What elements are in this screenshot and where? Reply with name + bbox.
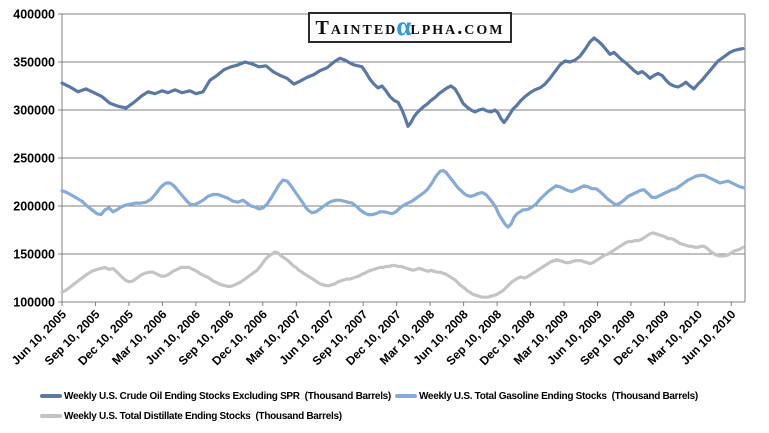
y-tick-label: 350000: [13, 56, 55, 70]
legend-row-1: Weekly U.S. Crude Oil Ending Stocks Excl…: [40, 386, 760, 406]
gasoline-legend-label: Weekly U.S. Total Gasoline Ending Stocks…: [418, 390, 698, 402]
crude-line-swatch: [40, 394, 62, 398]
series-line-0: [60, 36, 745, 128]
y-tick-label: 200000: [13, 200, 55, 214]
series-line-1: [60, 168, 746, 229]
y-tick-label: 100000: [13, 296, 55, 310]
y-tick-label: 400000: [13, 8, 55, 22]
y-tick-label: 150000: [13, 248, 55, 262]
legend-row-2: Weekly U.S. Total Distillate Ending Stoc…: [40, 406, 760, 426]
logo-prefix: Tainted: [315, 16, 398, 39]
chart-legend: Weekly U.S. Crude Oil Ending Stocks Excl…: [40, 386, 760, 426]
distillate-line-swatch: [40, 414, 62, 418]
distillate-legend-label: Weekly U.S. Total Distillate Ending Stoc…: [64, 410, 342, 422]
site-logo: Tainted α lpha.com: [308, 12, 512, 43]
series-line-2: [60, 231, 745, 299]
gasoline-line-swatch: [394, 394, 417, 398]
y-tick-label: 300000: [13, 104, 55, 118]
y-tick-label: 250000: [13, 152, 55, 166]
alpha-glyph: α: [396, 11, 412, 41]
logo-suffix: lpha.com: [410, 16, 505, 39]
legend-item-gasoline: Weekly U.S. Total Gasoline Ending Stocks…: [394, 390, 698, 402]
legend-item-distillate: Weekly U.S. Total Distillate Ending Stoc…: [40, 411, 342, 422]
crude-legend-label: Weekly U.S. Crude Oil Ending Stocks Excl…: [64, 390, 391, 402]
legend-item-crude: Weekly U.S. Crude Oil Ending Stocks Excl…: [40, 391, 391, 402]
